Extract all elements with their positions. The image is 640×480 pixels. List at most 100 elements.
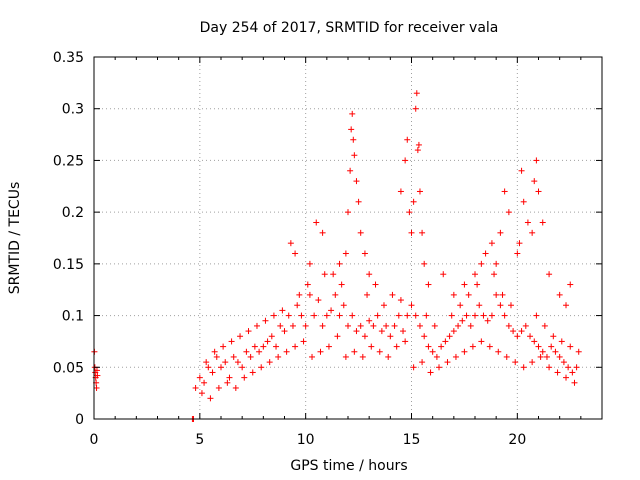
data-point	[472, 312, 478, 319]
data-point	[283, 348, 290, 355]
data-point	[467, 322, 474, 329]
data-point	[404, 312, 411, 319]
data-point	[264, 338, 271, 345]
x-tick-label: 15	[403, 432, 421, 448]
data-point	[533, 157, 540, 164]
data-point	[444, 359, 451, 366]
data-point	[391, 322, 398, 329]
data-point	[245, 328, 252, 335]
data-point	[325, 343, 332, 350]
data-point	[334, 333, 341, 340]
data-point	[429, 348, 436, 355]
data-point	[563, 302, 570, 309]
y-tick-label: 0.3	[62, 102, 84, 118]
data-point	[192, 384, 199, 391]
data-point	[488, 240, 495, 247]
data-point	[347, 167, 354, 174]
data-point	[243, 348, 250, 355]
data-point	[412, 312, 419, 319]
data-point	[319, 229, 326, 236]
data-point	[383, 322, 390, 329]
data-point	[378, 328, 385, 335]
data-point	[507, 302, 514, 309]
data-point	[304, 281, 311, 288]
data-point	[351, 152, 358, 159]
data-point	[539, 219, 546, 226]
data-point	[279, 307, 286, 314]
data-point	[262, 317, 269, 324]
data-point	[309, 353, 316, 360]
data-point	[298, 312, 305, 319]
data-point	[404, 136, 411, 143]
data-point	[480, 312, 487, 319]
data-point	[306, 260, 313, 267]
data-point	[370, 322, 377, 329]
data-point	[550, 333, 557, 340]
data-point	[253, 322, 260, 329]
data-point	[289, 322, 296, 329]
data-point	[465, 291, 472, 298]
data-point	[433, 353, 440, 360]
data-point	[486, 343, 493, 350]
x-tick-label: 0	[90, 432, 99, 448]
data-point	[533, 312, 540, 319]
data-point	[366, 271, 373, 278]
data-point	[372, 281, 379, 288]
data-point	[218, 364, 224, 371]
data-point	[393, 343, 400, 350]
data-point	[198, 390, 205, 397]
data-point	[196, 374, 203, 381]
data-point	[529, 229, 536, 236]
data-point	[518, 167, 525, 174]
data-point	[317, 348, 324, 355]
data-point	[228, 338, 235, 345]
data-point	[273, 343, 280, 350]
y-tick-label: 0.25	[53, 153, 84, 169]
data-point	[501, 188, 508, 195]
data-point	[357, 322, 364, 329]
grid	[94, 57, 602, 419]
data-point	[380, 302, 387, 309]
data-point	[419, 359, 426, 366]
data-point	[414, 147, 421, 154]
data-point	[529, 359, 536, 366]
y-tick-label: 0.2	[62, 205, 84, 221]
data-point	[461, 348, 468, 355]
data-point	[518, 328, 525, 335]
data-point	[258, 364, 265, 371]
data-point	[260, 343, 267, 350]
data-point	[531, 178, 538, 185]
data-point	[220, 343, 227, 350]
data-point	[349, 312, 356, 319]
data-point	[353, 178, 360, 185]
data-point	[484, 317, 491, 324]
data-point	[338, 281, 345, 288]
data-point	[419, 229, 426, 236]
data-point	[569, 369, 576, 376]
data-point	[355, 198, 362, 205]
data-point	[359, 353, 366, 360]
data-point	[427, 369, 434, 376]
data-point	[556, 291, 563, 298]
data-point	[438, 343, 445, 350]
data-point	[412, 105, 419, 112]
data-point	[457, 302, 464, 309]
data-point	[402, 338, 409, 345]
data-point	[374, 312, 381, 319]
data-point	[546, 271, 553, 278]
data-point	[495, 348, 502, 355]
data-point	[328, 307, 335, 314]
data-point	[421, 260, 428, 267]
data-point	[345, 322, 351, 329]
data-point	[201, 379, 208, 386]
data-point	[482, 250, 489, 257]
data-point	[351, 348, 358, 355]
data-point	[478, 338, 485, 345]
data-point	[313, 219, 320, 226]
data-point	[423, 312, 430, 319]
data-point	[524, 219, 531, 226]
data-point	[237, 333, 244, 340]
data-point	[548, 343, 555, 350]
data-point	[397, 188, 404, 195]
